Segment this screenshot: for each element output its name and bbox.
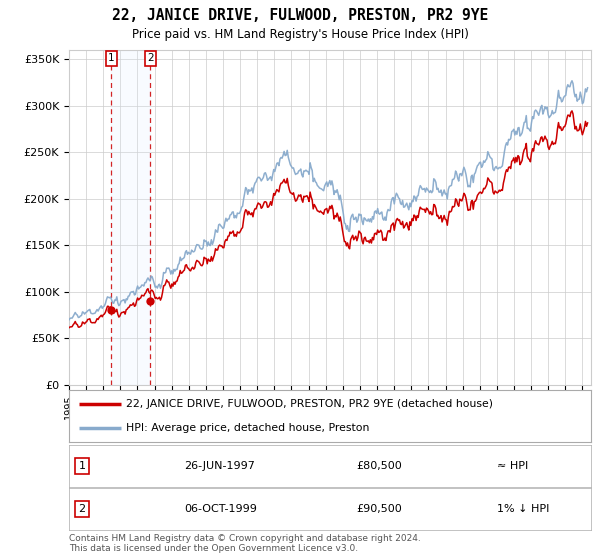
- Text: 06-OCT-1999: 06-OCT-1999: [184, 504, 257, 514]
- Text: 1: 1: [79, 461, 86, 471]
- Text: £80,500: £80,500: [356, 461, 402, 471]
- Text: 1% ↓ HPI: 1% ↓ HPI: [497, 504, 550, 514]
- Text: 2: 2: [79, 504, 86, 514]
- Text: Price paid vs. HM Land Registry's House Price Index (HPI): Price paid vs. HM Land Registry's House …: [131, 28, 469, 41]
- Text: 22, JANICE DRIVE, FULWOOD, PRESTON, PR2 9YE (detached house): 22, JANICE DRIVE, FULWOOD, PRESTON, PR2 …: [127, 399, 493, 409]
- Text: ≈ HPI: ≈ HPI: [497, 461, 528, 471]
- Text: 2: 2: [147, 53, 154, 63]
- Text: HPI: Average price, detached house, Preston: HPI: Average price, detached house, Pres…: [127, 423, 370, 433]
- Text: 26-JUN-1997: 26-JUN-1997: [184, 461, 255, 471]
- Text: 22, JANICE DRIVE, FULWOOD, PRESTON, PR2 9YE: 22, JANICE DRIVE, FULWOOD, PRESTON, PR2 …: [112, 8, 488, 23]
- Bar: [112, 50, 151, 385]
- Text: 1: 1: [108, 53, 115, 63]
- Text: Contains HM Land Registry data © Crown copyright and database right 2024.
This d: Contains HM Land Registry data © Crown c…: [69, 534, 421, 553]
- Text: £90,500: £90,500: [356, 504, 402, 514]
